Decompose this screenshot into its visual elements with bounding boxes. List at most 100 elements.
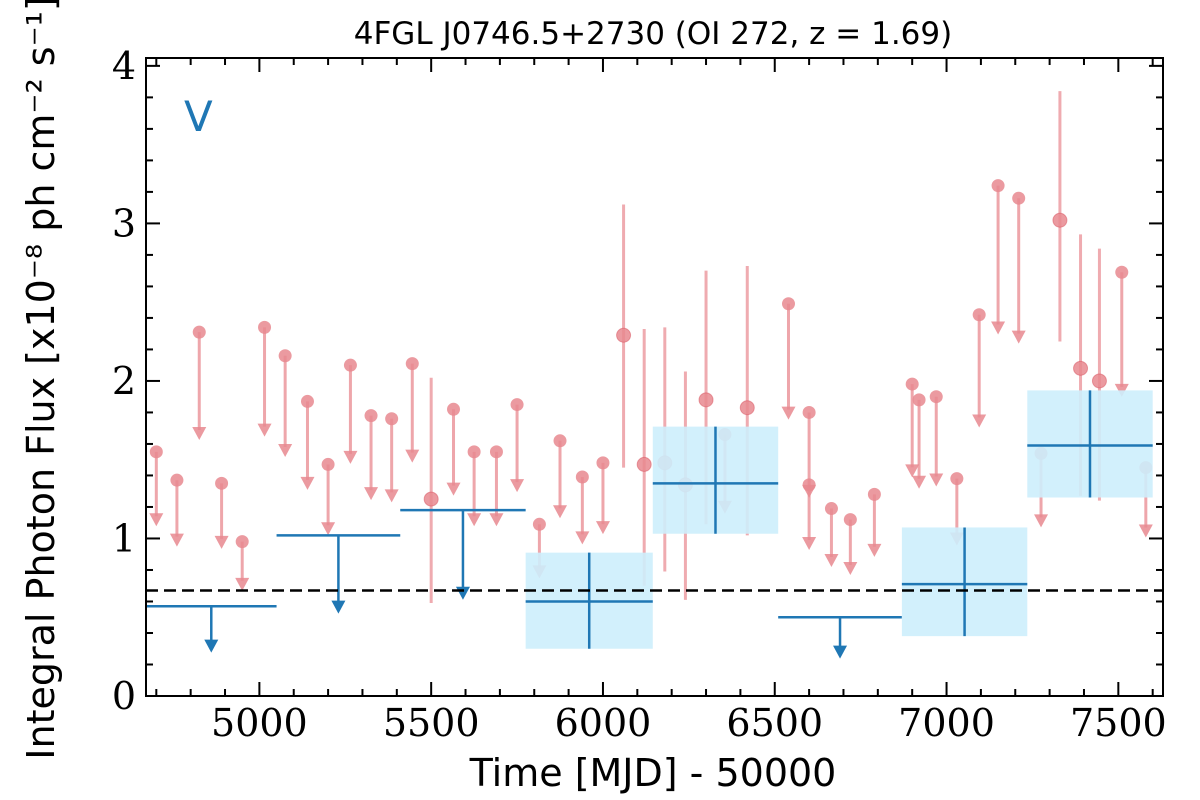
upper-limit-marker: [1012, 191, 1026, 205]
upper-limit-marker: [912, 393, 926, 407]
fine-upper-limit: [214, 476, 229, 549]
fine-upper-limit: [802, 478, 817, 551]
fine-detection: [636, 328, 652, 586]
upper-limit-marker: [824, 502, 838, 516]
fine-upper-limit: [278, 349, 293, 458]
upper-limit-arrow-head: [278, 444, 293, 458]
fine-upper-limit: [575, 470, 590, 545]
fine-upper-limit: [364, 409, 379, 501]
upper-limit-arrow-head: [510, 479, 525, 493]
fine-upper-limit: [843, 513, 858, 575]
upper-limit-arrow-head: [1011, 330, 1026, 344]
upper-limit-marker: [991, 179, 1005, 193]
fine-detection: [423, 377, 439, 604]
upper-limit-arrow-head: [991, 321, 1006, 335]
fine-upper-limit: [972, 308, 987, 428]
upper-limit-marker: [972, 308, 986, 322]
upper-limit-marker: [170, 473, 184, 487]
upper-limit-marker: [300, 394, 314, 408]
y-tick-label: 4: [112, 44, 136, 88]
upper-limit-arrow-head: [912, 475, 927, 489]
fine-upper-limit: [781, 297, 796, 420]
fine-upper-limit: [300, 394, 315, 490]
upper-limit-arrow-head: [802, 537, 817, 551]
upper-limit-marker: [802, 405, 816, 419]
y-axis-ticks: 0 1 2 3 4: [112, 44, 1163, 718]
upper-limit-marker: [385, 412, 399, 426]
coarse-arrow-head: [331, 600, 346, 614]
fine-upper-limit: [467, 445, 482, 527]
coarse-upper-limit: [400, 508, 526, 600]
upper-limit-marker: [235, 535, 249, 549]
fine-upper-limit: [867, 487, 882, 557]
coarse-arrow-head: [833, 645, 848, 659]
fine-upper-limit: [595, 456, 610, 535]
upper-limit-arrow-head: [867, 543, 882, 557]
fine-upper-limit: [405, 357, 420, 463]
fine-upper-limit: [149, 445, 164, 527]
upper-limit-marker: [950, 472, 964, 486]
upper-limit-arrow-head: [929, 473, 944, 487]
upper-limit-arrow-head: [1138, 524, 1153, 538]
fine-binned-layer: [149, 91, 1153, 604]
detection-marker: [698, 392, 714, 408]
y-tick-label: 1: [112, 516, 136, 560]
coarse-binned-layer: [146, 390, 1153, 659]
fine-upper-limit: [384, 412, 399, 503]
coarse-arrow-head: [455, 586, 470, 600]
y-axis-label: Integral Photon Flux [x10⁻⁸ ph cm⁻² s⁻¹]: [19, 0, 63, 760]
upper-limit-arrow-head: [192, 426, 207, 440]
upper-limit-marker: [532, 517, 546, 531]
upper-limit-marker: [929, 390, 943, 404]
fine-detection: [616, 204, 632, 468]
fine-upper-limit: [343, 358, 358, 464]
y-tick-label: 3: [112, 201, 136, 245]
fine-upper-limit: [824, 502, 839, 568]
fine-upper-limit: [510, 398, 525, 493]
upper-limit-marker: [258, 320, 272, 334]
upper-limit-marker: [489, 445, 503, 459]
upper-limit-arrow-head: [343, 450, 358, 464]
fine-upper-limit: [446, 402, 461, 496]
upper-limit-arrow-head: [446, 482, 461, 496]
plot-frame: [145, 57, 1164, 697]
x-tick-label: 6000: [555, 701, 652, 745]
upper-limit-marker: [596, 456, 610, 470]
upper-limit-arrow-head: [214, 535, 229, 549]
upper-limit-marker: [343, 358, 357, 372]
x-tick-label: 5000: [211, 701, 308, 745]
upper-limit-arrow-head: [467, 513, 482, 527]
coarse-detection: [901, 527, 1028, 637]
upper-limit-marker: [802, 478, 816, 492]
coarse-detection: [1027, 390, 1153, 498]
fine-upper-limit: [912, 393, 927, 489]
fine-upper-limit: [235, 535, 250, 591]
upper-limit-marker: [447, 402, 461, 416]
upper-limit-marker: [553, 434, 567, 448]
coarse-upper-limit: [778, 615, 902, 659]
upper-limit-arrow-head: [843, 561, 858, 575]
fine-upper-limit: [905, 377, 920, 478]
upper-limit-arrow-head: [364, 487, 379, 501]
detection-marker: [423, 491, 439, 507]
upper-limit-arrow-head: [575, 531, 590, 545]
upper-limit-arrow-head: [169, 533, 184, 547]
upper-limit-marker: [575, 470, 589, 484]
upper-limit-arrow-head: [257, 423, 272, 437]
chart-title: 4FGL J0746.5+2730 (OI 272, z = 1.69): [354, 16, 952, 52]
coarse-arrow-head: [204, 639, 219, 653]
y-tick-label: 0: [112, 674, 136, 718]
upper-limit-marker: [278, 349, 292, 363]
fine-upper-limit: [257, 320, 272, 437]
fine-upper-limit: [1011, 191, 1026, 344]
upper-limit-arrow-head: [384, 489, 399, 503]
upper-limit-marker: [149, 445, 163, 459]
upper-limit-arrow-head: [781, 406, 796, 420]
upper-limit-arrow-head: [824, 554, 839, 568]
detection-marker: [1052, 212, 1068, 228]
coarse-upper-limit: [276, 534, 401, 614]
upper-limit-arrow-head: [149, 513, 164, 527]
coarse-detection: [525, 552, 653, 649]
upper-limit-arrow-head: [235, 577, 250, 591]
